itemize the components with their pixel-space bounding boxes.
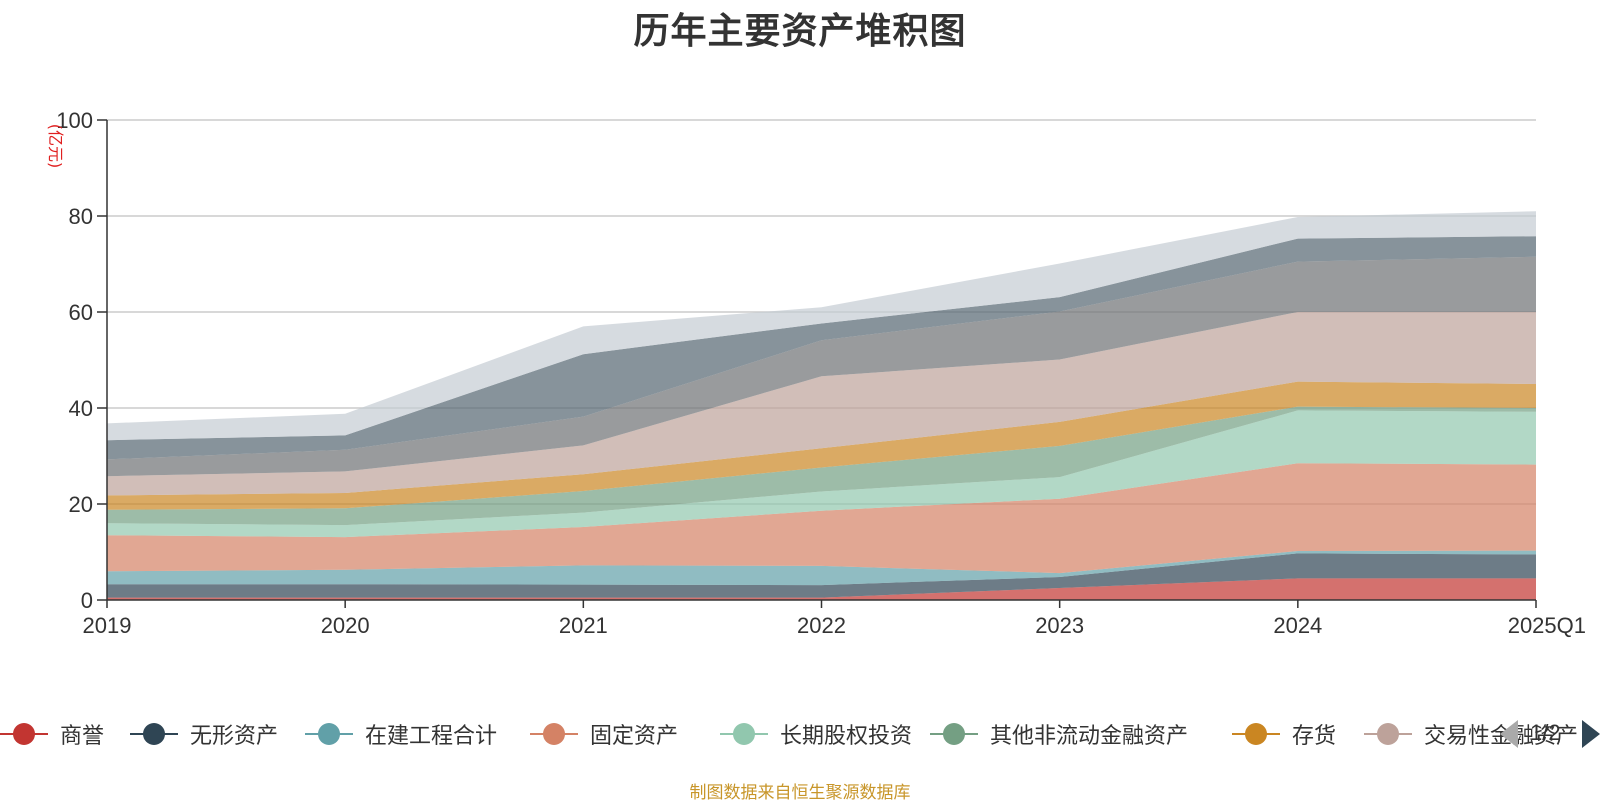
legend-item[interactable]: 在建工程合计 [305,712,497,756]
x-tick-label: 2024 [1273,613,1322,638]
y-tick-label: 20 [69,492,93,517]
legend-marker-icon [1232,722,1280,746]
area-series-2 [107,553,1536,598]
chart-title: 历年主要资产堆积图 [633,10,967,51]
x-tick-label: 2025Q1 [1508,613,1586,638]
source-note: 制图数据来自恒生聚源数据库 [689,783,911,803]
legend-label: 在建工程合计 [365,724,498,749]
legend-marker-icon [720,722,768,746]
legend-next-page-icon[interactable] [1582,720,1600,748]
x-tick-label: 2023 [1035,613,1084,638]
y-tick-label: 40 [69,396,93,421]
legend-item[interactable]: 商誉 [0,712,104,756]
legend-marker-icon [930,722,978,746]
area-series-1 [107,578,1536,600]
legend-label: 无形资产 [190,724,279,749]
legend: 商誉 无形资产 在建工程合计 固定资产 长期股权投资 其他非流动金融资产 存货 交易性金融资产 [0,712,1600,756]
y-axis-unit-label: (亿元) [46,124,65,169]
x-tick-label: 2021 [559,613,608,638]
legend-label: 其他非流动金融资产 [990,724,1189,749]
legend-page-indicator: 1/2 [1530,720,1561,745]
legend-marker-icon [1364,722,1412,746]
legend-marker-icon [130,722,178,746]
legend-label: 长期股权投资 [780,724,913,749]
y-tick-label: 80 [69,204,93,229]
area-series-7 [107,381,1536,510]
y-tick-label: 0 [81,588,93,613]
legend-prev-page-icon[interactable] [1500,720,1518,748]
x-tick-label: 2020 [321,613,370,638]
area-series-6 [107,406,1536,526]
legend-marker-icon [305,722,353,746]
legend-label: 存货 [1292,724,1337,749]
x-tick-label: 2019 [83,613,132,638]
area-series-8 [107,312,1536,496]
y-tick-label: 100 [56,108,93,133]
legend-pager: 1/2 [1496,712,1600,756]
x-tick-label: 2022 [797,613,846,638]
area-series-3 [107,550,1536,586]
legend-marker-icon [0,722,48,746]
area-series-4 [107,463,1536,574]
legend-label: 商誉 [60,724,105,749]
area-series-11 [107,211,1536,441]
legend-item[interactable]: 长期股权投资 [720,712,912,756]
legend-item[interactable]: 无形资产 [130,712,278,756]
area-series-10 [107,236,1536,460]
legend-marker-icon [530,722,578,746]
legend-item[interactable]: 其他非流动金融资产 [930,712,1188,756]
legend-label: 固定资产 [590,724,679,749]
legend-item[interactable]: 固定资产 [530,712,678,756]
legend-item[interactable]: 存货 [1232,712,1336,756]
area-series-9 [107,256,1536,477]
y-tick-label: 60 [69,300,93,325]
area-series-5 [107,410,1536,538]
